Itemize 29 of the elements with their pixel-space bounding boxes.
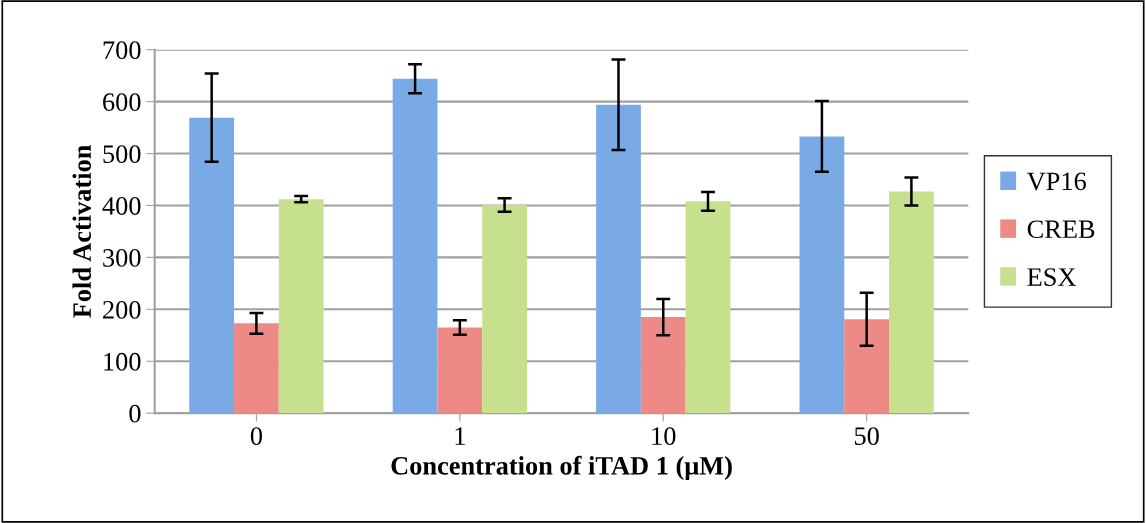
- bar: [596, 104, 641, 414]
- bar: [437, 327, 483, 414]
- y-tick-label: 300: [103, 249, 141, 267]
- legend-label: ESX: [1027, 268, 1077, 286]
- bar: [685, 201, 731, 414]
- y-tick-label: 700: [103, 41, 141, 60]
- bar: [392, 78, 438, 414]
- bar: [189, 117, 235, 414]
- legend-label: CREB: [1027, 220, 1095, 239]
- y-axis-title: Fold Activation: [72, 144, 92, 318]
- y-tick-label: 400: [102, 197, 141, 215]
- x-tick-label: 10: [652, 427, 676, 445]
- x-tick-label: 0: [250, 427, 263, 445]
- y-tick-label: 100: [104, 352, 141, 371]
- x-axis-title: Concentration of iTAD 1 (μM): [391, 455, 732, 481]
- bar: [640, 317, 686, 414]
- legend-label: VP16: [1026, 172, 1086, 191]
- bar: [844, 319, 890, 414]
- bar: [278, 199, 324, 414]
- x-tick-label: 1: [455, 427, 465, 445]
- x-tick-label: 50: [855, 427, 879, 445]
- y-tick-label: 500: [103, 145, 141, 163]
- bar: [799, 136, 845, 414]
- bar: [482, 204, 527, 414]
- y-tick-label: 600: [103, 93, 141, 112]
- bar: [889, 191, 934, 414]
- y-tick-label: 0: [129, 404, 141, 423]
- bar: [234, 323, 279, 414]
- y-tick-label: 200: [103, 300, 141, 319]
